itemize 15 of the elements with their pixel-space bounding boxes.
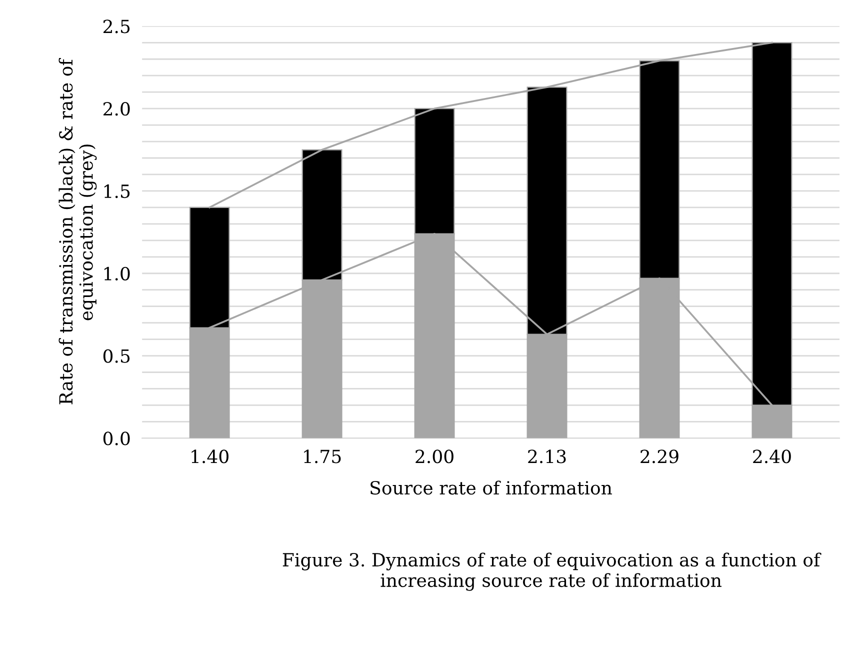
y-tick-label: 0.0 [103, 432, 130, 446]
y-tick-label: 2.0 [103, 102, 130, 116]
x-tick-label: 2.29 [640, 450, 678, 464]
y-axis-title: Rate of transmission (black) & rate of equivocation (grey) [58, 58, 97, 404]
x-axis-title: Source rate of information [370, 480, 612, 495]
x-tick-label: 1.75 [304, 450, 341, 464]
y-tick-label: 2.5 [103, 20, 130, 34]
y-tick-label: 1.5 [104, 184, 130, 198]
y-tick-label: 1.0 [104, 266, 130, 280]
x-tick-label: 2.00 [416, 450, 454, 464]
x-tick-label: 1.40 [192, 450, 228, 464]
x-tick-label: 2.13 [528, 450, 566, 464]
y-tick-label: 0.5 [103, 349, 130, 363]
caption: Figure 3. Dynamics of rate of equivocation as a function of increasing source rate of information [282, 552, 822, 591]
x-tick-label: 2.40 [753, 450, 791, 464]
